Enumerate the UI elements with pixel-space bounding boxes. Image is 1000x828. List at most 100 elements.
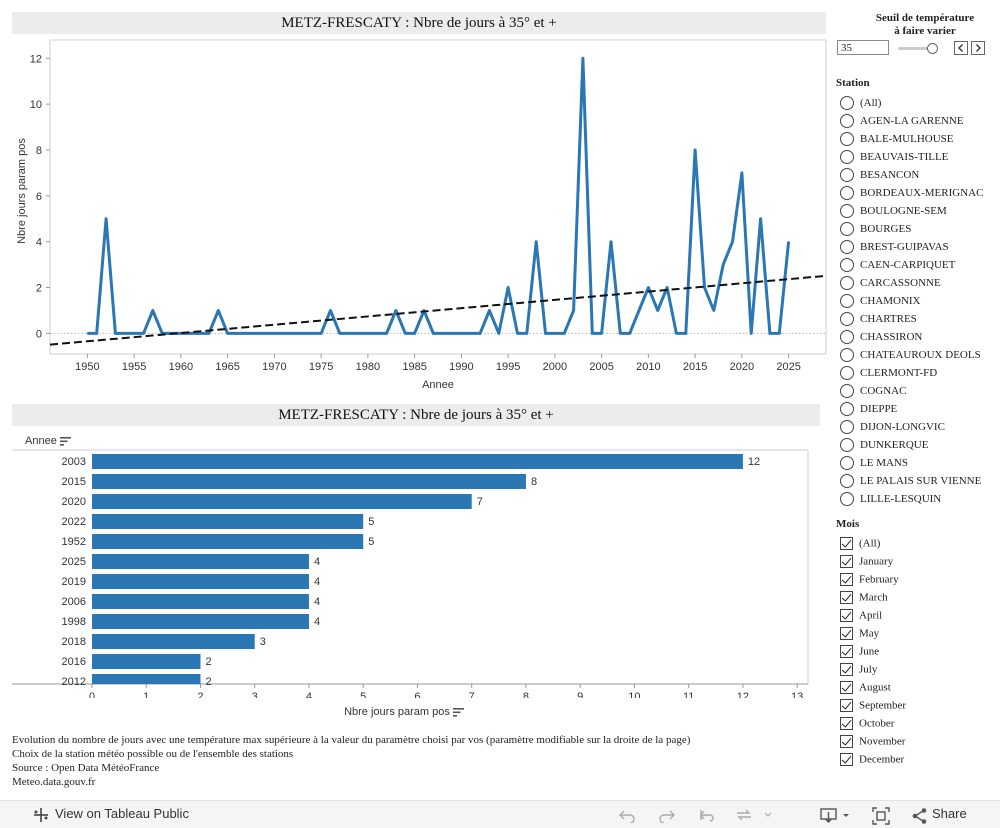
mois-option[interactable]: January <box>840 555 893 571</box>
checkbox-checked-icon[interactable] <box>840 537 853 550</box>
station-option[interactable]: DUNKERQUE <box>840 438 928 454</box>
seuil-slider-track[interactable] <box>898 47 936 50</box>
share-button[interactable]: Share <box>932 806 967 821</box>
mois-option[interactable]: November <box>840 735 905 751</box>
data-point <box>741 172 743 174</box>
station-option[interactable]: CAEN-CARPIQUET <box>840 258 955 274</box>
view-on-tableau-link[interactable]: View on Tableau Public <box>55 806 189 821</box>
radio-button-icon[interactable] <box>840 330 854 344</box>
station-option[interactable]: BOULOGNE-SEM <box>840 204 947 220</box>
share-icon[interactable] <box>912 807 928 825</box>
data-point <box>788 241 790 243</box>
y-tick-label: 10 <box>30 99 42 111</box>
fullscreen-icon[interactable] <box>872 807 890 825</box>
radio-button-icon[interactable] <box>840 420 854 434</box>
mois-option[interactable]: March <box>840 591 888 607</box>
checkbox-checked-icon[interactable] <box>840 717 853 730</box>
radio-button-icon[interactable] <box>840 168 854 182</box>
station-option[interactable]: AGEN-LA GARENNE <box>840 114 964 130</box>
checkbox-checked-icon[interactable] <box>840 663 853 676</box>
radio-button-icon[interactable] <box>840 96 854 110</box>
station-option[interactable]: BREST-GUIPAVAS <box>840 240 949 256</box>
station-option[interactable]: BALE-MULHOUSE <box>840 132 954 148</box>
redo-icon[interactable] <box>658 807 676 823</box>
checkbox-checked-icon[interactable] <box>840 699 853 712</box>
seuil-slider-handle[interactable] <box>927 43 938 54</box>
bar-row-header[interactable]: Annee <box>25 435 71 447</box>
radio-button-icon[interactable] <box>840 474 854 488</box>
prev-value-button[interactable] <box>954 41 968 55</box>
station-option[interactable]: BEAUVAIS-TILLE <box>840 150 948 166</box>
data-point <box>750 332 752 334</box>
station-option[interactable]: LE PALAIS SUR VIENNE <box>840 474 981 490</box>
station-option[interactable]: CHASSIRON <box>840 330 922 346</box>
radio-button-icon[interactable] <box>840 132 854 146</box>
checkbox-checked-icon[interactable] <box>840 735 853 748</box>
radio-button-icon[interactable] <box>840 366 854 380</box>
radio-button-icon[interactable] <box>840 222 854 236</box>
station-option[interactable]: CLERMONT-FD <box>840 366 937 382</box>
station-option[interactable]: (All) <box>840 96 881 112</box>
station-option[interactable]: BOURGES <box>840 222 911 238</box>
checkbox-checked-icon[interactable] <box>840 573 853 586</box>
sort-icon[interactable] <box>59 436 71 446</box>
radio-button-icon[interactable] <box>840 294 854 308</box>
radio-button-icon[interactable] <box>840 492 854 506</box>
radio-button-icon[interactable] <box>840 456 854 470</box>
refresh-icon[interactable] <box>735 807 773 823</box>
radio-button-icon[interactable] <box>840 276 854 290</box>
station-option[interactable]: BORDEAUX-MERIGNAC <box>840 186 983 202</box>
y-tick-label: 2 <box>36 283 42 295</box>
radio-button-icon[interactable] <box>840 438 854 452</box>
x-tick-label: 0 <box>89 691 95 698</box>
checkbox-checked-icon[interactable] <box>840 591 853 604</box>
undo-icon[interactable] <box>618 807 636 823</box>
mois-option[interactable]: February <box>840 573 899 589</box>
checkbox-checked-icon[interactable] <box>840 627 853 640</box>
seuil-input[interactable]: 35 <box>837 40 889 55</box>
station-option[interactable]: CHAMONIX <box>840 294 921 310</box>
mois-option[interactable]: June <box>840 645 879 661</box>
mois-option[interactable]: August <box>840 681 891 697</box>
station-option[interactable]: CHARTRES <box>840 312 917 328</box>
station-option[interactable]: DIJON-LONGVIC <box>840 420 945 436</box>
station-option[interactable]: LILLE-LESQUIN <box>840 492 941 508</box>
sort-icon[interactable] <box>452 707 464 717</box>
checkbox-checked-icon[interactable] <box>840 753 853 766</box>
data-point <box>731 241 734 243</box>
radio-button-icon[interactable] <box>840 240 854 254</box>
station-option[interactable]: CHATEAUROUX DEOLS <box>840 348 981 364</box>
next-value-button[interactable] <box>971 41 985 55</box>
station-option[interactable]: LE MANS <box>840 456 908 472</box>
radio-button-icon[interactable] <box>840 258 854 272</box>
checkbox-checked-icon[interactable] <box>840 681 853 694</box>
radio-button-icon[interactable] <box>840 204 854 218</box>
radio-button-icon[interactable] <box>840 384 854 398</box>
station-option[interactable]: COGNAC <box>840 384 906 400</box>
mois-option[interactable]: December <box>840 753 904 769</box>
download-icon[interactable] <box>820 807 854 825</box>
mois-option[interactable]: September <box>840 699 906 715</box>
radio-button-icon[interactable] <box>840 402 854 416</box>
checkbox-checked-icon[interactable] <box>840 609 853 622</box>
revert-icon[interactable] <box>698 807 716 823</box>
radio-button-icon[interactable] <box>840 114 854 128</box>
bar-x-axis-header[interactable]: Nbre jours param pos <box>0 706 808 718</box>
radio-button-icon[interactable] <box>840 312 854 326</box>
mois-option[interactable]: April <box>840 609 882 625</box>
mois-option[interactable]: July <box>840 663 877 679</box>
checkbox-checked-icon[interactable] <box>840 645 853 658</box>
mois-option[interactable]: (All) <box>840 537 880 553</box>
mois-option[interactable]: May <box>840 627 879 643</box>
mois-option[interactable]: October <box>840 717 894 733</box>
radio-button-icon[interactable] <box>840 186 854 200</box>
station-option[interactable]: DIEPPE <box>840 402 897 418</box>
radio-button-icon[interactable] <box>840 348 854 362</box>
seuil-title: Seuil de température à faire varier <box>850 12 1000 38</box>
station-option[interactable]: CARCASSONNE <box>840 276 941 292</box>
station-option[interactable]: BESANCON <box>840 168 919 184</box>
line-chart[interactable]: 0 2 4 6 8 10 12 1950 1955 1960 1965 1970 1975 1980 198… <box>0 36 830 396</box>
checkbox-checked-icon[interactable] <box>840 555 853 568</box>
radio-button-icon[interactable] <box>840 150 854 164</box>
